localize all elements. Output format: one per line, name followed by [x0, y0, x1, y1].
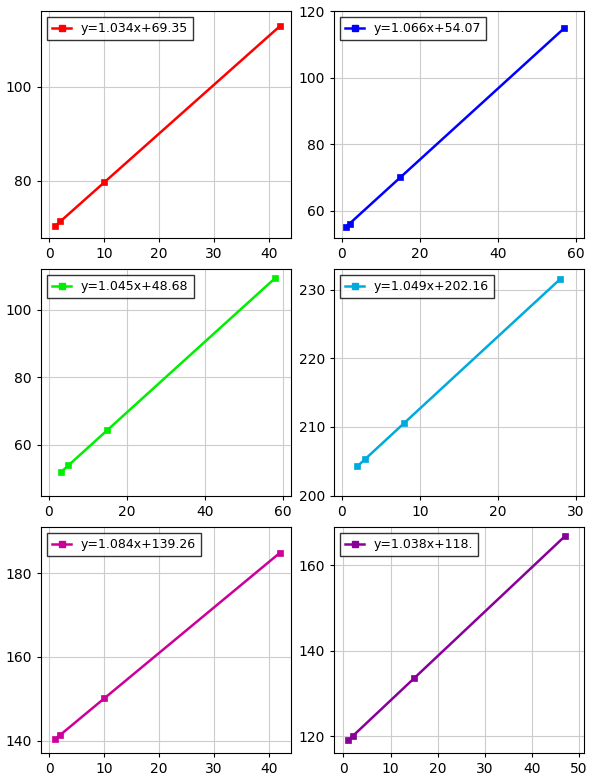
Legend: y=1.049x+202.16: y=1.049x+202.16: [340, 275, 494, 298]
Legend: y=1.034x+69.35: y=1.034x+69.35: [48, 17, 193, 41]
Legend: y=1.045x+48.68: y=1.045x+48.68: [48, 275, 194, 298]
Legend: y=1.084x+139.26: y=1.084x+139.26: [48, 533, 201, 556]
Legend: y=1.038x+118.: y=1.038x+118.: [340, 533, 479, 556]
Legend: y=1.066x+54.07: y=1.066x+54.07: [340, 17, 486, 41]
